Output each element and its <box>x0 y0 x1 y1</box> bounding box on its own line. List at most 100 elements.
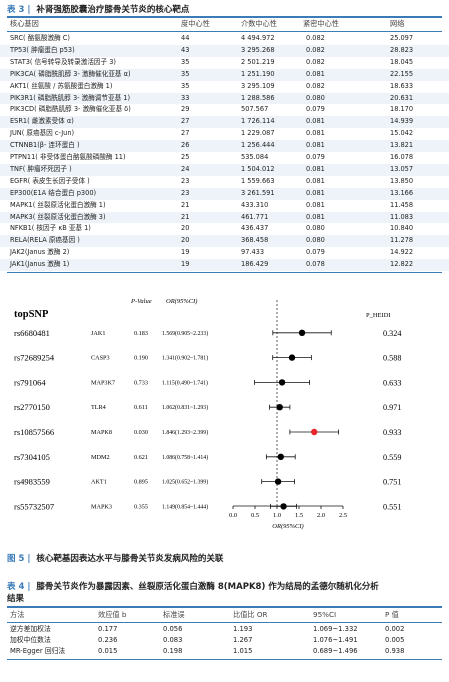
table4-header-p: P 值 <box>385 610 399 619</box>
table-cell: MAPK3( 丝裂原活化蛋白激酶 3) <box>10 212 106 221</box>
table-cell: 0.079 <box>306 248 325 257</box>
x-tick-label: 1.5 <box>295 512 303 519</box>
snp-label: rs55732507 <box>14 501 54 511</box>
table-cell: TNF( 肿瘤坏死因子 ) <box>10 164 72 173</box>
table-cell: 18.045 <box>390 57 414 66</box>
col-header-or: OR(95%CI) <box>166 298 197 305</box>
table-cell: NFKB1( 核因子 κB 亚基 1) <box>10 224 91 233</box>
or-point <box>274 478 282 485</box>
table-cell: 1.076~1.491 <box>313 636 358 644</box>
table-cell: 24 <box>181 164 190 173</box>
table-cell: 1.069~1.332 <box>313 625 358 633</box>
gene-label: AKT1 <box>91 479 107 486</box>
table-cell: JUN( 原癌基因 c-Jun) <box>10 129 75 138</box>
table-cell: 11.083 <box>390 212 414 221</box>
table-cell: 0.083 <box>163 636 183 644</box>
table-row: JAK2(Janus 激酶 2) 19 97.433 0.079 14.922 <box>0 247 449 259</box>
or-ci-label: 1.569(0.905~2.233) <box>162 330 208 337</box>
col-header-topsnp: topSNP <box>14 309 49 320</box>
table-cell: 35 <box>181 69 190 78</box>
pvalue-label: 0.895 <box>134 479 148 486</box>
forest-plot: topSNP P-Value OR(95%CI) P_HEIDI rs6680481 JA… <box>14 298 401 530</box>
table-cell: 12.822 <box>390 260 414 269</box>
or-ci-label: 1.149(0.854~1.444) <box>162 503 208 510</box>
col-header-pvalue: P-Value <box>130 298 152 305</box>
table-cell: 0.081 <box>306 212 325 221</box>
table-row: MAPK1( 丝裂原活化蛋白激酶 1) 21 433.310 0.081 11.458 <box>0 200 449 212</box>
x-tick-label: 0.5 <box>251 512 259 519</box>
table-row: PIK3CA( 磷脂酰肌醇 3- 激酶催化亚基 α) 35 1 251.190 0.0… <box>0 68 449 81</box>
table-cell: 29 <box>181 105 190 114</box>
table-row: STAT3( 信号转导及转录激活因子 3) 35 2 501.219 0.082 18.… <box>0 57 449 69</box>
table-cell: 0.081 <box>306 117 325 126</box>
table-row: EGFR( 表皮生长因子受体 ) 23 1 559.663 0.081 13.850 <box>0 176 449 188</box>
table3-header-network: 网络 <box>390 19 405 28</box>
table-cell: 0.079 <box>306 105 325 114</box>
table-row: TP53( 肿瘤蛋白 p53) 43 3 295.268 0.082 28.823 <box>0 44 449 57</box>
table-cell: 97.433 <box>241 248 265 257</box>
table-cell: 18.633 <box>390 81 414 90</box>
table-cell: 19 <box>181 248 190 257</box>
table3-header-degree: 度中心性 <box>181 19 210 28</box>
table-cell: 368.458 <box>241 236 269 245</box>
table-cell: 535.084 <box>241 153 269 161</box>
table-cell: 0.005 <box>385 636 405 644</box>
table-cell: 19 <box>181 260 190 269</box>
table4-header-method: 方法 <box>10 610 25 619</box>
table-row: 加权中位数法 0.236 0.083 1.267 1.076~1.491 0.005 <box>0 635 449 646</box>
table-cell: 1 288.586 <box>241 93 275 102</box>
table-cell: 27 <box>181 129 190 138</box>
table-row: PTPN11( 非受体蛋白酪氨酸磷酸酶 11) 25 535.084 0.079 16.… <box>0 152 449 164</box>
table-cell: AKT1( 丝氨酸 / 苏氨酸蛋白激酶 1) <box>10 81 113 90</box>
table-cell: 22.155 <box>390 69 414 78</box>
gene-label: MDM2 <box>91 454 110 461</box>
table-cell: 186.429 <box>241 260 269 269</box>
table-cell: 0.082 <box>306 81 325 90</box>
gene-label: MAPK3 <box>91 503 112 510</box>
table3-header-rule <box>7 31 442 32</box>
table-cell: 0.002 <box>385 625 405 633</box>
table-cell: 0.081 <box>306 141 325 150</box>
table-row: NFKB1( 核因子 κB 亚基 1) 20 436.437 0.080 10.840 <box>0 223 449 235</box>
table-cell: 44 <box>181 34 190 42</box>
table-cell: 1.015 <box>233 647 253 655</box>
x-tick-label: 1.0 <box>273 512 281 519</box>
table-cell: PIK3R1( 磷脂酰肌醇 3- 激酶调节亚基 1) <box>10 93 131 102</box>
x-tick-label: 2.0 <box>317 512 325 519</box>
table4-caption: 表 4 | 膝骨关节炎作为暴露因素、丝裂原活化蛋白激酶 8(MAPK8) 作为结… <box>7 582 379 592</box>
or-point <box>288 354 296 361</box>
table-cell: 21 <box>181 200 190 209</box>
table3-label: 表 3 <box>7 5 25 15</box>
table-cell: 11.458 <box>390 200 414 209</box>
table-cell: 10.840 <box>390 224 414 233</box>
table-cell: 14.939 <box>390 117 414 126</box>
table-cell: 0.689~1.496 <box>313 647 358 655</box>
table-cell: 35 <box>181 81 190 90</box>
gene-label: MAPK8 <box>91 429 112 436</box>
gene-label: TLR4 <box>91 404 106 411</box>
pvalue-label: 0.621 <box>134 454 148 461</box>
table-cell: 0.081 <box>306 69 325 78</box>
table-row: MR-Egger 回归法 0.015 0.198 1.015 0.689~1.496 0.… <box>0 646 449 657</box>
table-cell: 3 261.591 <box>241 188 275 197</box>
table-cell: 0.056 <box>163 625 183 633</box>
table-cell: 23 <box>181 176 190 185</box>
or-point <box>278 379 286 386</box>
table4-title-cont: 结果 <box>7 594 25 604</box>
table-cell: 逆方差加权法 <box>10 625 51 633</box>
table-cell: 1 726.114 <box>241 117 275 126</box>
table-cell: PIK3CA( 磷脂酰肌醇 3- 激酶催化亚基 α) <box>10 69 131 78</box>
table-cell: MAPK1( 丝裂原活化蛋白激酶 1) <box>10 200 106 209</box>
snp-label: rs72689254 <box>14 353 55 363</box>
table-cell: TP53( 肿瘤蛋白 p53) <box>10 45 75 54</box>
table-row: JAK1(Janus 激酶 1) 19 186.429 0.078 12.822 <box>0 259 449 271</box>
table-row: MAPK3( 丝裂原活化蛋白激酶 3) 21 461.771 0.081 11.083 <box>0 211 449 224</box>
table4-top-rule <box>7 606 442 608</box>
table-cell: 436.437 <box>241 224 269 233</box>
table3-header-betweenness: 介数中心性 <box>241 19 277 28</box>
table-row: RELA(RELA 原癌基因 ) 20 368.458 0.080 11.278 <box>0 235 449 248</box>
table-cell: 0.080 <box>306 224 325 233</box>
table-cell: EP300(E1A 结合蛋白 p300) <box>10 188 97 197</box>
table4-title: 膝骨关节炎作为暴露因素、丝裂原活化蛋白激酶 8(MAPK8) 作为结局的孟德尔随… <box>36 582 379 592</box>
table3-header-gene: 核心基因 <box>10 19 39 28</box>
